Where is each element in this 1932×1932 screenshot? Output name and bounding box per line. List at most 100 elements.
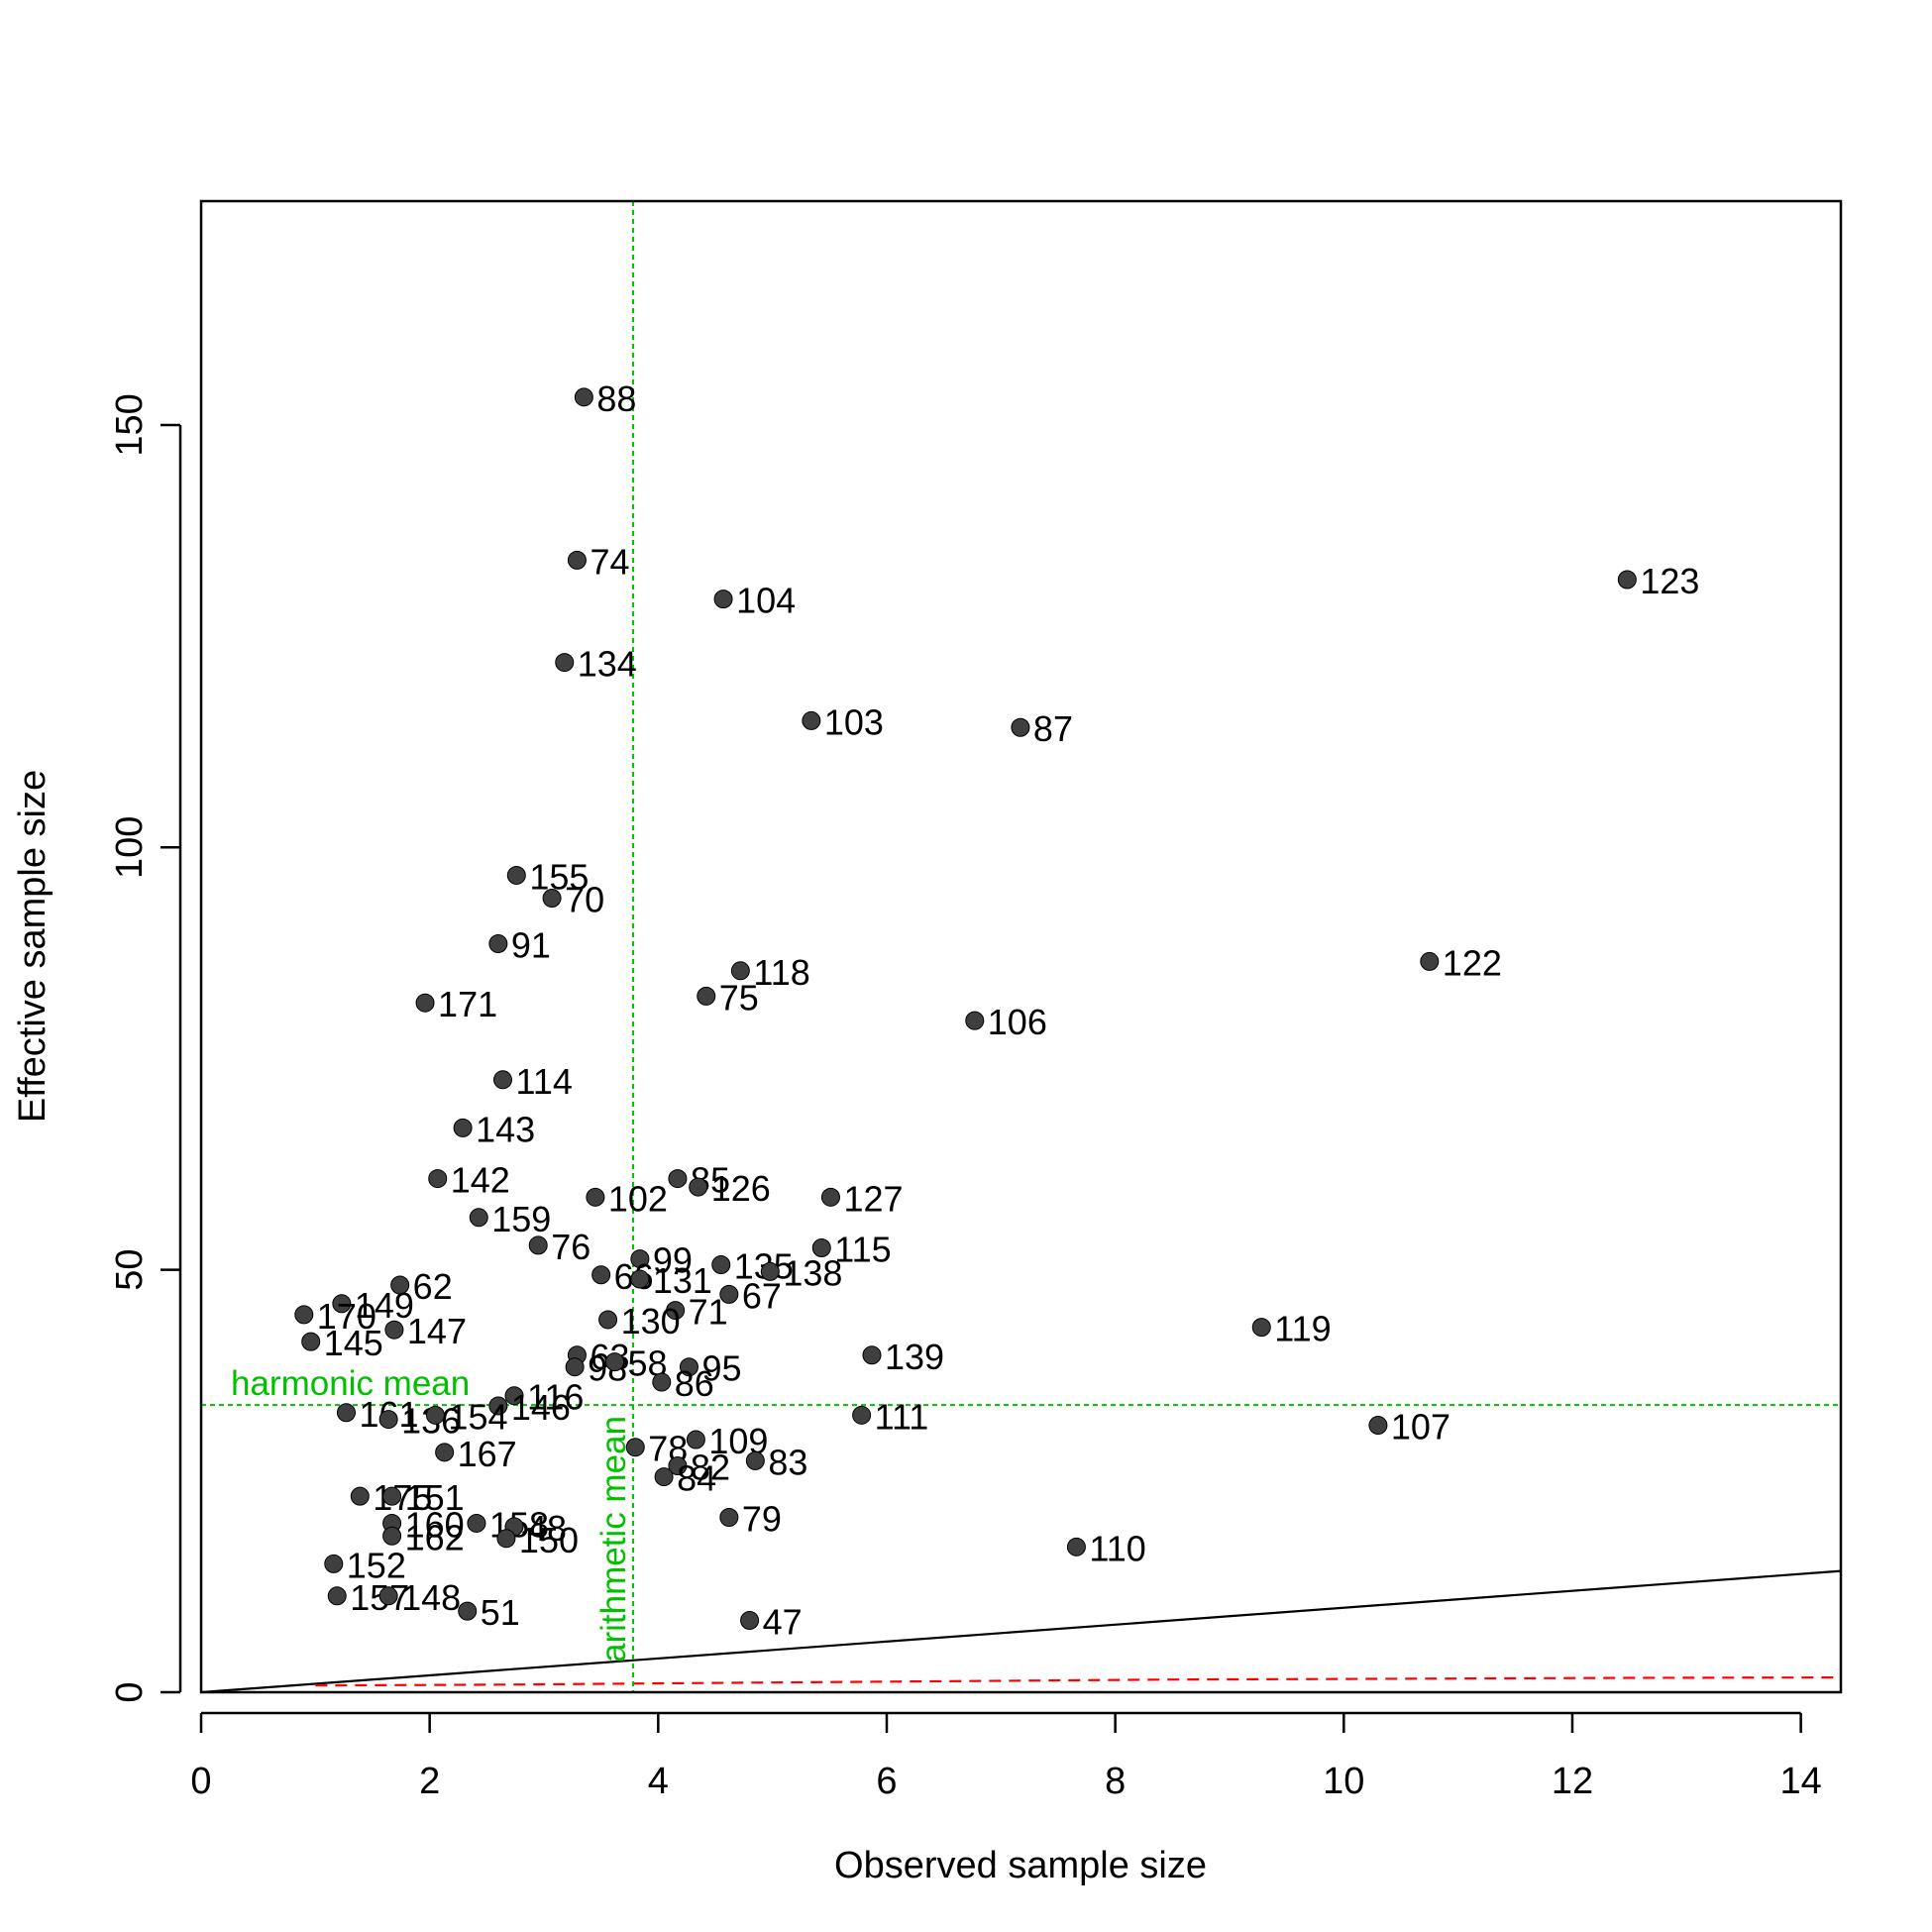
data-point-118: [730, 961, 750, 981]
data-point-157: [327, 1586, 347, 1606]
point-label-114: 114: [515, 1061, 572, 1102]
point-label-130: 130: [621, 1301, 681, 1342]
point-label-145: 145: [324, 1323, 383, 1363]
data-point-126: [689, 1177, 708, 1197]
data-point-131: [630, 1269, 650, 1289]
data-point-66: [591, 1265, 611, 1285]
y-axis-label: Effective sample size: [12, 770, 54, 1123]
point-label-79: 79: [742, 1498, 782, 1539]
point-label-103: 103: [824, 701, 884, 742]
plot-frame: [199, 199, 1843, 1694]
data-point-85: [668, 1169, 688, 1189]
point-label-75: 75: [719, 977, 759, 1018]
point-label-116: 116: [527, 1377, 584, 1418]
data-point-145: [301, 1332, 321, 1351]
data-point-71: [666, 1301, 686, 1321]
data-point-111: [852, 1405, 872, 1425]
lower-bound-curve: [315, 1675, 1842, 1687]
point-label-143: 143: [476, 1109, 535, 1149]
data-point-79: [719, 1507, 739, 1527]
point-label-134: 134: [578, 644, 637, 685]
x-tick-label-0: 0: [190, 1761, 211, 1802]
data-point-51: [458, 1601, 478, 1621]
point-label-47: 47: [763, 1602, 803, 1643]
data-point-136: [378, 1410, 398, 1430]
data-point-148: [378, 1586, 398, 1606]
point-label-76: 76: [551, 1227, 590, 1267]
data-point-159: [469, 1208, 488, 1228]
data-point-110: [1066, 1537, 1086, 1556]
point-label-160: 160: [405, 1504, 465, 1545]
point-label-152: 152: [347, 1545, 406, 1585]
data-point-154: [425, 1405, 445, 1425]
point-label-119: 119: [1274, 1309, 1331, 1349]
data-point-104: [713, 590, 733, 609]
data-point-82: [668, 1455, 688, 1475]
point-label-171: 171: [438, 984, 497, 1024]
data-point-152: [324, 1554, 344, 1573]
point-label-139: 139: [885, 1337, 944, 1377]
point-label-83: 83: [768, 1442, 807, 1482]
data-point-109: [686, 1430, 705, 1449]
point-label-87: 87: [1033, 708, 1073, 749]
point-label-126: 126: [711, 1168, 771, 1209]
point-label-106: 106: [988, 1002, 1047, 1042]
data-point-146: [488, 1396, 508, 1416]
data-point-70: [542, 888, 562, 908]
data-point-103: [802, 710, 821, 730]
point-label-148: 148: [401, 1577, 461, 1618]
data-point-75: [697, 986, 716, 1006]
data-point-134: [555, 653, 575, 673]
data-point-84: [654, 1467, 674, 1487]
data-point-115: [811, 1237, 831, 1257]
point-label-123: 123: [1640, 561, 1699, 601]
data-point-98: [565, 1357, 585, 1377]
point-label-155: 155: [529, 856, 589, 897]
data-point-119: [1251, 1318, 1271, 1338]
data-point-58: [604, 1352, 624, 1372]
data-point-170: [294, 1305, 314, 1325]
point-label-122: 122: [1443, 942, 1502, 983]
point-label-170: 170: [317, 1296, 376, 1337]
data-point-78: [625, 1438, 645, 1457]
point-label-74: 74: [590, 541, 629, 582]
data-point-95: [679, 1357, 698, 1377]
data-point-47: [740, 1611, 760, 1631]
point-label-149: 149: [355, 1285, 414, 1326]
point-label-111: 111: [875, 1396, 929, 1437]
point-label-151: 151: [405, 1477, 465, 1518]
data-point-123: [1617, 570, 1637, 590]
data-point-127: [820, 1187, 840, 1207]
x-tick-label-14: 14: [1779, 1761, 1821, 1802]
data-point-88: [574, 387, 593, 407]
x-tick-label-6: 6: [876, 1761, 897, 1802]
point-label-127: 127: [843, 1178, 903, 1219]
point-label-110: 110: [1089, 1528, 1145, 1568]
point-label-84: 84: [677, 1458, 716, 1499]
point-label-91: 91: [511, 925, 551, 966]
point-label-104: 104: [736, 581, 796, 621]
data-point-158: [467, 1513, 486, 1533]
data-point-67: [719, 1284, 739, 1304]
data-point-122: [1420, 951, 1440, 971]
data-point-135: [711, 1255, 731, 1275]
x-tick-label-8: 8: [1105, 1761, 1126, 1802]
point-label-142: 142: [451, 1160, 510, 1201]
data-point-116: [504, 1386, 524, 1406]
data-point-151: [382, 1486, 402, 1506]
data-point-62: [390, 1275, 410, 1295]
y-tick-label-150: 150: [109, 393, 151, 456]
x-tick-label-10: 10: [1323, 1761, 1364, 1802]
point-label-162: 162: [405, 1517, 465, 1557]
data-point-76: [528, 1235, 548, 1255]
point-label-67: 67: [742, 1275, 782, 1316]
data-point-167: [435, 1443, 455, 1462]
point-label-51: 51: [481, 1592, 520, 1633]
data-point-107: [1368, 1416, 1388, 1436]
data-point-86: [652, 1372, 672, 1392]
y-tick-label-0: 0: [109, 1681, 151, 1702]
point-label-159: 159: [491, 1199, 551, 1239]
data-point-143: [453, 1118, 473, 1137]
